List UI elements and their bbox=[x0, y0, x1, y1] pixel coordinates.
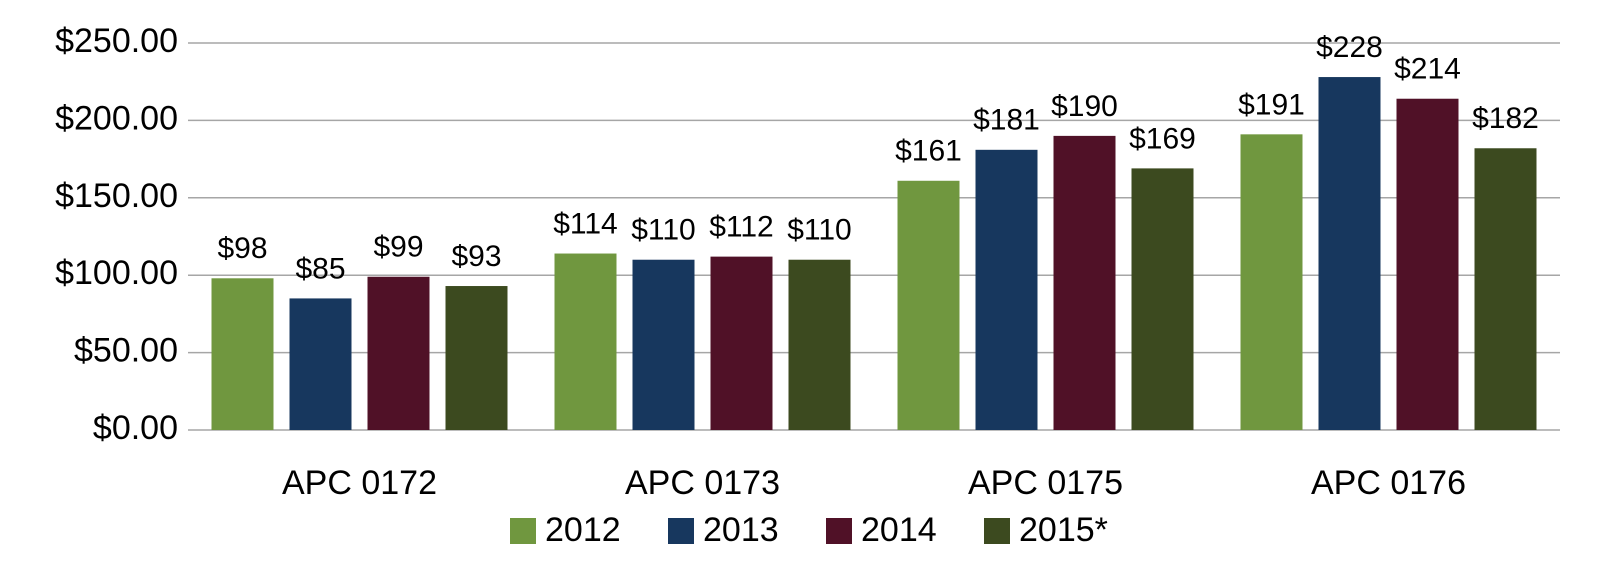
data-label: $99 bbox=[373, 231, 423, 264]
legend-label: 2013 bbox=[703, 511, 779, 549]
y-tick-label: $0.00 bbox=[93, 409, 178, 447]
y-tick-label: $250.00 bbox=[55, 22, 178, 60]
data-label: $85 bbox=[295, 252, 345, 285]
data-label: $161 bbox=[895, 135, 962, 168]
legend-swatch bbox=[510, 518, 536, 544]
data-label: $110 bbox=[787, 214, 852, 247]
bar bbox=[445, 286, 508, 430]
bar bbox=[1474, 148, 1537, 430]
bar bbox=[367, 276, 430, 430]
bar bbox=[1053, 135, 1116, 430]
x-tick-label: APC 0176 bbox=[1311, 464, 1466, 502]
bar bbox=[289, 298, 352, 430]
bar bbox=[554, 253, 617, 430]
y-tick-label: $150.00 bbox=[55, 177, 178, 215]
data-label: $182 bbox=[1472, 102, 1539, 135]
data-label: $228 bbox=[1316, 31, 1383, 64]
bar bbox=[632, 259, 695, 430]
data-label: $181 bbox=[973, 104, 1040, 137]
legend-swatch bbox=[668, 518, 694, 544]
y-tick-label: $50.00 bbox=[74, 332, 178, 370]
data-label: $191 bbox=[1238, 88, 1305, 121]
bar bbox=[1131, 168, 1194, 430]
bar bbox=[975, 149, 1038, 430]
bar bbox=[788, 259, 851, 430]
y-tick-label: $100.00 bbox=[55, 254, 178, 292]
data-label: $169 bbox=[1129, 122, 1196, 155]
legend-label: 2014 bbox=[861, 511, 937, 549]
data-label: $114 bbox=[553, 207, 618, 240]
data-label: $112 bbox=[709, 211, 774, 244]
legend-label: 2012 bbox=[545, 511, 621, 549]
legend-swatch bbox=[984, 518, 1010, 544]
data-label: $110 bbox=[631, 214, 696, 247]
data-label: $190 bbox=[1051, 90, 1118, 123]
bar bbox=[710, 256, 773, 430]
bar bbox=[1318, 77, 1381, 430]
data-label: $98 bbox=[217, 232, 267, 265]
data-label: $214 bbox=[1394, 53, 1461, 86]
legend-swatch bbox=[826, 518, 852, 544]
bar bbox=[1240, 134, 1303, 430]
bar bbox=[211, 278, 274, 430]
legend-label: 2015* bbox=[1019, 511, 1108, 549]
bar bbox=[1396, 98, 1459, 430]
x-tick-label: APC 0172 bbox=[282, 464, 437, 502]
data-label: $93 bbox=[451, 240, 501, 273]
x-tick-label: APC 0175 bbox=[968, 464, 1123, 502]
x-tick-label: APC 0173 bbox=[625, 464, 780, 502]
bar bbox=[897, 180, 960, 430]
y-tick-label: $200.00 bbox=[55, 99, 178, 137]
